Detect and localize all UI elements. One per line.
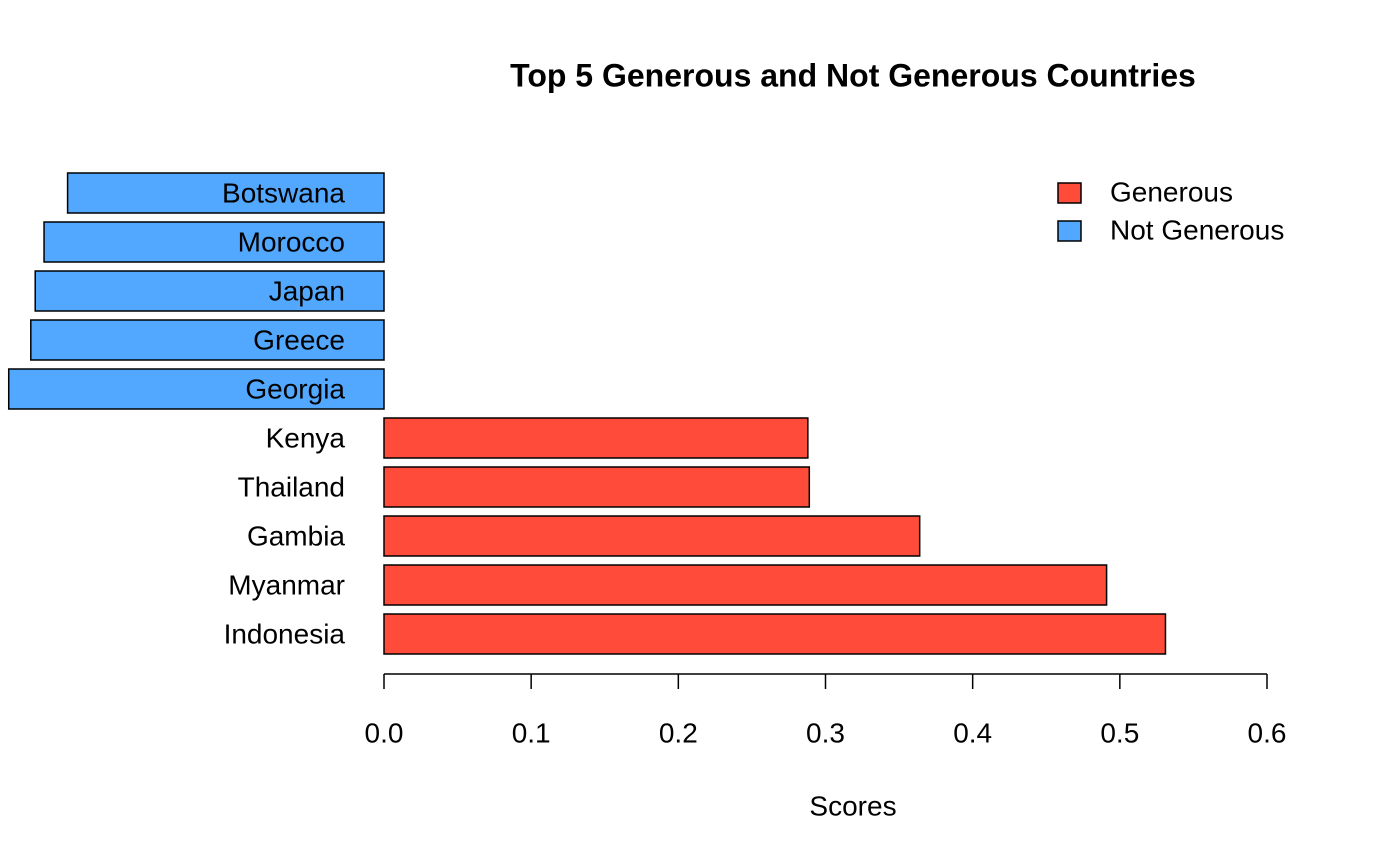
chart-title: Top 5 Generous and Not Generous Countrie… xyxy=(510,57,1196,93)
bar xyxy=(383,613,1167,655)
bar xyxy=(383,564,1108,606)
bar xyxy=(383,466,811,508)
legend-swatch xyxy=(1057,220,1082,242)
bar xyxy=(66,172,385,214)
y-tick-label: Indonesia xyxy=(224,618,346,649)
legend-label: Generous xyxy=(1110,176,1233,207)
y-tick-label: Kenya xyxy=(266,422,346,453)
x-tick-label: 0.3 xyxy=(806,717,845,748)
bar xyxy=(383,515,921,557)
x-tick-label: 0.6 xyxy=(1248,717,1287,748)
y-tick-label: Thailand xyxy=(238,471,345,502)
y-tick-label: Japan xyxy=(269,275,345,306)
bar xyxy=(7,368,385,410)
x-tick-label: 0.2 xyxy=(659,717,698,748)
x-tick-label: 0.4 xyxy=(953,717,992,748)
bar xyxy=(43,221,385,263)
y-tick-label: Greece xyxy=(253,324,345,355)
legend-swatch xyxy=(1057,182,1082,204)
bar xyxy=(34,270,385,312)
y-tick-label: Georgia xyxy=(245,373,345,404)
x-tick-label: 0.5 xyxy=(1100,717,1139,748)
legend-label: Not Generous xyxy=(1110,214,1284,245)
y-tick-label: Botswana xyxy=(222,177,345,208)
bar xyxy=(30,319,385,361)
x-tick-label: 0.0 xyxy=(365,717,404,748)
x-tick-label: 0.1 xyxy=(512,717,551,748)
y-tick-label: Gambia xyxy=(247,520,345,551)
bar xyxy=(383,417,809,459)
y-tick-label: Morocco xyxy=(238,226,345,257)
x-axis-label: Scores xyxy=(809,790,896,821)
y-tick-label: Myanmar xyxy=(228,569,345,600)
